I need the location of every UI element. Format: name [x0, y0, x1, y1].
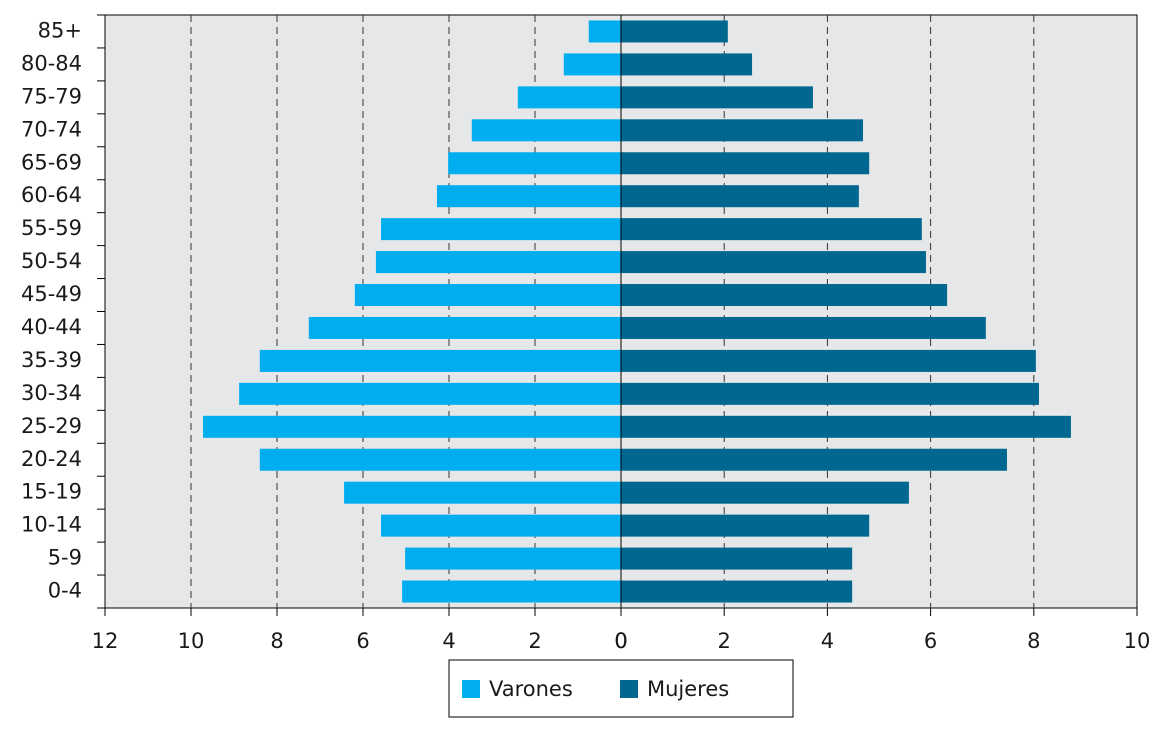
bar [621, 284, 948, 307]
x-tick-label: 10 [1124, 629, 1151, 653]
y-tick-label: 0-4 [48, 579, 82, 603]
x-tick-label: 2 [528, 629, 541, 653]
x-tick-label: 0 [614, 629, 627, 653]
y-tick-label: 25-29 [21, 414, 82, 438]
y-tick-label: 10-14 [21, 513, 82, 537]
x-tick-label: 4 [821, 629, 834, 653]
bar [344, 481, 621, 504]
bar [588, 20, 621, 43]
bar [621, 185, 859, 208]
bar [402, 580, 621, 603]
y-tick-label: 5-9 [48, 546, 82, 570]
y-tick-label: 20-24 [21, 447, 82, 471]
bar [621, 86, 813, 109]
bar [621, 415, 1071, 438]
y-tick-label: 85+ [38, 18, 82, 42]
legend-label: Mujeres [647, 677, 729, 701]
legend-swatch [620, 680, 638, 698]
bar [563, 53, 621, 76]
y-tick-label: 35-39 [21, 348, 82, 372]
bar [621, 547, 853, 570]
y-tick-label: 15-19 [21, 480, 82, 504]
bar [621, 448, 1007, 471]
x-tick-label: 8 [270, 629, 283, 653]
bar [621, 514, 870, 537]
y-tick-label: 50-54 [21, 249, 82, 273]
y-tick-label: 40-44 [21, 315, 82, 339]
x-tick-label: 8 [1027, 629, 1040, 653]
x-tick-label: 4 [442, 629, 455, 653]
bar [375, 251, 621, 274]
x-tick-label: 10 [178, 629, 205, 653]
bar [308, 316, 621, 339]
bar [259, 349, 621, 372]
bar [239, 382, 621, 405]
bar [436, 185, 621, 208]
bar [259, 448, 621, 471]
bar [621, 481, 909, 504]
y-tick-label: 65-69 [21, 150, 82, 174]
bar [621, 53, 753, 76]
bar [621, 119, 864, 142]
legend-swatch [462, 680, 480, 698]
bar [448, 152, 621, 175]
y-tick-label: 30-34 [21, 381, 82, 405]
bar [381, 514, 621, 537]
x-tick-label: 0 [614, 629, 627, 653]
bar [621, 349, 1036, 372]
bar [381, 218, 621, 241]
bar [621, 580, 853, 603]
x-tick-label: 2 [718, 629, 731, 653]
bar [405, 547, 621, 570]
y-tick-label: 70-74 [21, 117, 82, 141]
y-tick-label: 45-49 [21, 282, 82, 306]
bar [621, 316, 986, 339]
x-tick-label: 12 [92, 629, 119, 653]
x-tick-label: 6 [356, 629, 369, 653]
bar [621, 20, 728, 43]
bar [203, 415, 622, 438]
bar [621, 251, 926, 274]
bar [621, 152, 870, 175]
y-tick-label: 55-59 [21, 216, 82, 240]
y-tick-label: 75-79 [21, 84, 82, 108]
x-tick-label: 6 [924, 629, 937, 653]
bar [621, 382, 1039, 405]
legend-label: Varones [489, 677, 573, 701]
bar [621, 218, 922, 241]
bar [517, 86, 621, 109]
y-tick-label: 60-64 [21, 183, 82, 207]
bar [354, 284, 621, 307]
bar [471, 119, 621, 142]
y-tick-label: 80-84 [21, 51, 82, 75]
